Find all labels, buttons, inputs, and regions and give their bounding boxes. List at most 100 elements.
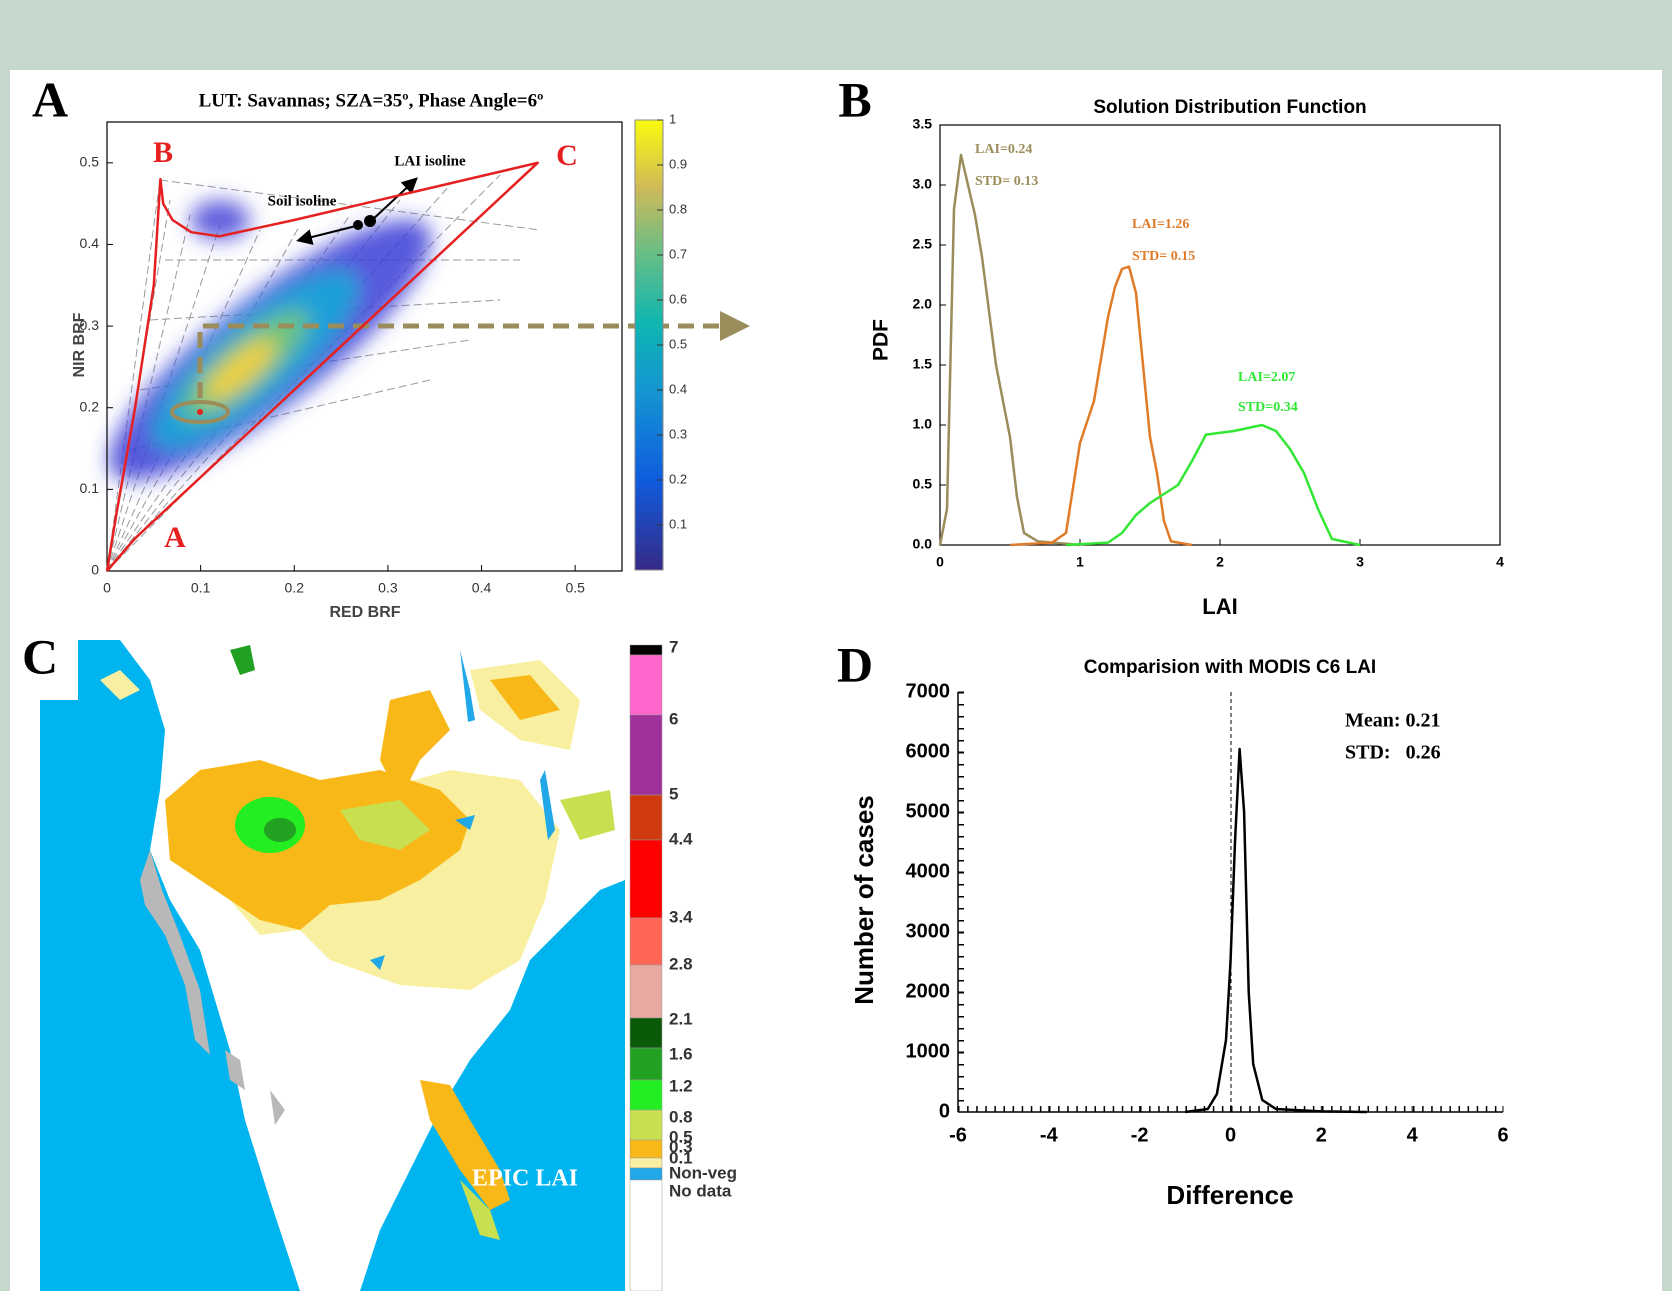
x-axis-label: RED BRF (329, 604, 400, 621)
annotation: STD= 0.13 (975, 174, 1038, 189)
y-tick-label: 2.5 (913, 236, 933, 252)
legend-swatch (629, 839, 663, 919)
legend-label: 5 (669, 784, 678, 803)
legend-label: 0.3 (669, 1137, 693, 1156)
legend-label: 0.5 (669, 1127, 693, 1146)
y-tick-label: 0.5 (913, 476, 933, 492)
y-tick-label: 7000 (906, 680, 951, 702)
annotation: Mean: 0.21 (1345, 710, 1441, 732)
series-line (1065, 423, 1361, 547)
legend-swatch (629, 1167, 663, 1181)
annotation: B (153, 136, 173, 169)
series-line (1184, 747, 1367, 1114)
legend-swatch (629, 917, 663, 966)
x-axis-label: LAI (1202, 594, 1237, 619)
annotation: C (556, 139, 578, 172)
chart-title: LUT: Savannas; SZA=35º, Phase Angle=6º (199, 90, 544, 111)
y-tick-label: 3.5 (913, 116, 933, 132)
legend-label: No data (669, 1181, 732, 1200)
annotation: A (164, 521, 186, 554)
y-axis-label: PDF (870, 319, 893, 361)
x-tick-label: 0.3 (378, 580, 398, 596)
colorbar-tick-label: 0.4 (669, 381, 687, 396)
selection-ellipse (170, 400, 230, 424)
legend-label: 0.8 (669, 1107, 693, 1126)
colorbar-tick-label: 1 (669, 111, 676, 126)
x-tick-label: 0.1 (191, 580, 211, 596)
y-tick-label: 0.5 (80, 154, 100, 170)
plot-frame (106, 121, 623, 572)
y-tick-label: 3.0 (913, 176, 933, 192)
panel-label: C (22, 628, 58, 684)
x-tick-label: 0 (1225, 1124, 1236, 1146)
y-axis-label: NIR BRF (71, 312, 88, 377)
legend-swatch (629, 1139, 663, 1159)
legend-swatch (629, 644, 663, 656)
map-title: EPIC LAI (472, 1166, 578, 1192)
y-tick-label: 0.2 (80, 398, 100, 414)
isoline-dot (353, 220, 363, 230)
legend-swatch (629, 714, 663, 796)
colorbar-tick-label: 0.2 (669, 471, 687, 486)
y-tick-label: 1.5 (913, 356, 933, 372)
legend-swatch (629, 1157, 663, 1169)
x-axis-label: Difference (1166, 1180, 1293, 1210)
selection-point (197, 409, 203, 415)
colorbar-tick-label: 0.3 (669, 426, 687, 441)
dashed-arrow (197, 311, 750, 398)
colorbar-tick-label: 0.9 (669, 156, 687, 171)
annotation: LAI=1.26 (1132, 217, 1189, 232)
y-tick-label: 1000 (906, 1040, 951, 1062)
legend-label: 3.4 (669, 907, 693, 926)
panel-label: B (838, 71, 871, 127)
colorbar-tick-label: 0.6 (669, 291, 687, 306)
panel-label-background (10, 630, 78, 700)
y-tick-label: 2000 (906, 980, 951, 1002)
y-tick-label: 0 (939, 1100, 950, 1122)
arrow (369, 177, 418, 223)
y-tick-label: 4000 (906, 860, 951, 882)
chart-title: Comparision with MODIS C6 LAI (1084, 657, 1376, 678)
y-tick-label: 0.4 (80, 235, 100, 251)
legend-label: 4.4 (669, 829, 693, 848)
legend-swatch (629, 1017, 663, 1049)
x-tick-label: 1 (1076, 554, 1084, 570)
y-tick-label: 0 (91, 562, 99, 578)
lut-boundary (105, 161, 539, 572)
y-tick-label: 5000 (906, 800, 951, 822)
legend-label: 1.6 (669, 1044, 693, 1063)
x-tick-label: 0.4 (472, 580, 492, 596)
colorbar-tick-label: 0.8 (669, 201, 687, 216)
x-tick-label: 2 (1316, 1124, 1327, 1146)
legend-swatch (629, 794, 663, 841)
chart-title: Solution Distribution Function (1093, 97, 1366, 118)
legend-swatch (629, 1047, 663, 1081)
annotation: STD=0.34 (1238, 400, 1298, 415)
panel-label: D (837, 636, 873, 692)
annotation: STD: 0.26 (1345, 742, 1441, 764)
x-tick-label: 0.5 (565, 580, 585, 596)
legend-label: 2.8 (669, 954, 693, 973)
colorbar-tick-label: 0.5 (669, 336, 687, 351)
colorbar-tick-label: 0.7 (669, 246, 687, 261)
panel-label: A (32, 71, 68, 127)
legend-label: Non-veg (669, 1163, 737, 1182)
legend-label: 1.2 (669, 1076, 693, 1095)
x-tick-label: 3 (1356, 554, 1364, 570)
annotation: Soil isoline (268, 193, 337, 209)
colorbar-tick-label: 0.1 (669, 516, 687, 531)
y-tick-label: 0.3 (80, 317, 100, 333)
y-tick-label: 6000 (906, 740, 951, 762)
y-tick-label: 0.1 (80, 480, 100, 496)
legend-swatch (629, 1109, 663, 1141)
x-tick-label: -2 (1131, 1124, 1149, 1146)
legend-label: 2.1 (669, 1009, 693, 1028)
legend-label: 0.1 (669, 1148, 693, 1167)
x-tick-label: -4 (1040, 1124, 1059, 1146)
x-tick-label: -6 (949, 1124, 967, 1146)
y-axis-label: Number of cases (849, 795, 879, 1005)
y-tick-label: 1.0 (913, 416, 933, 432)
annotation: LAI=2.07 (1238, 370, 1295, 385)
series-line (938, 153, 1081, 547)
